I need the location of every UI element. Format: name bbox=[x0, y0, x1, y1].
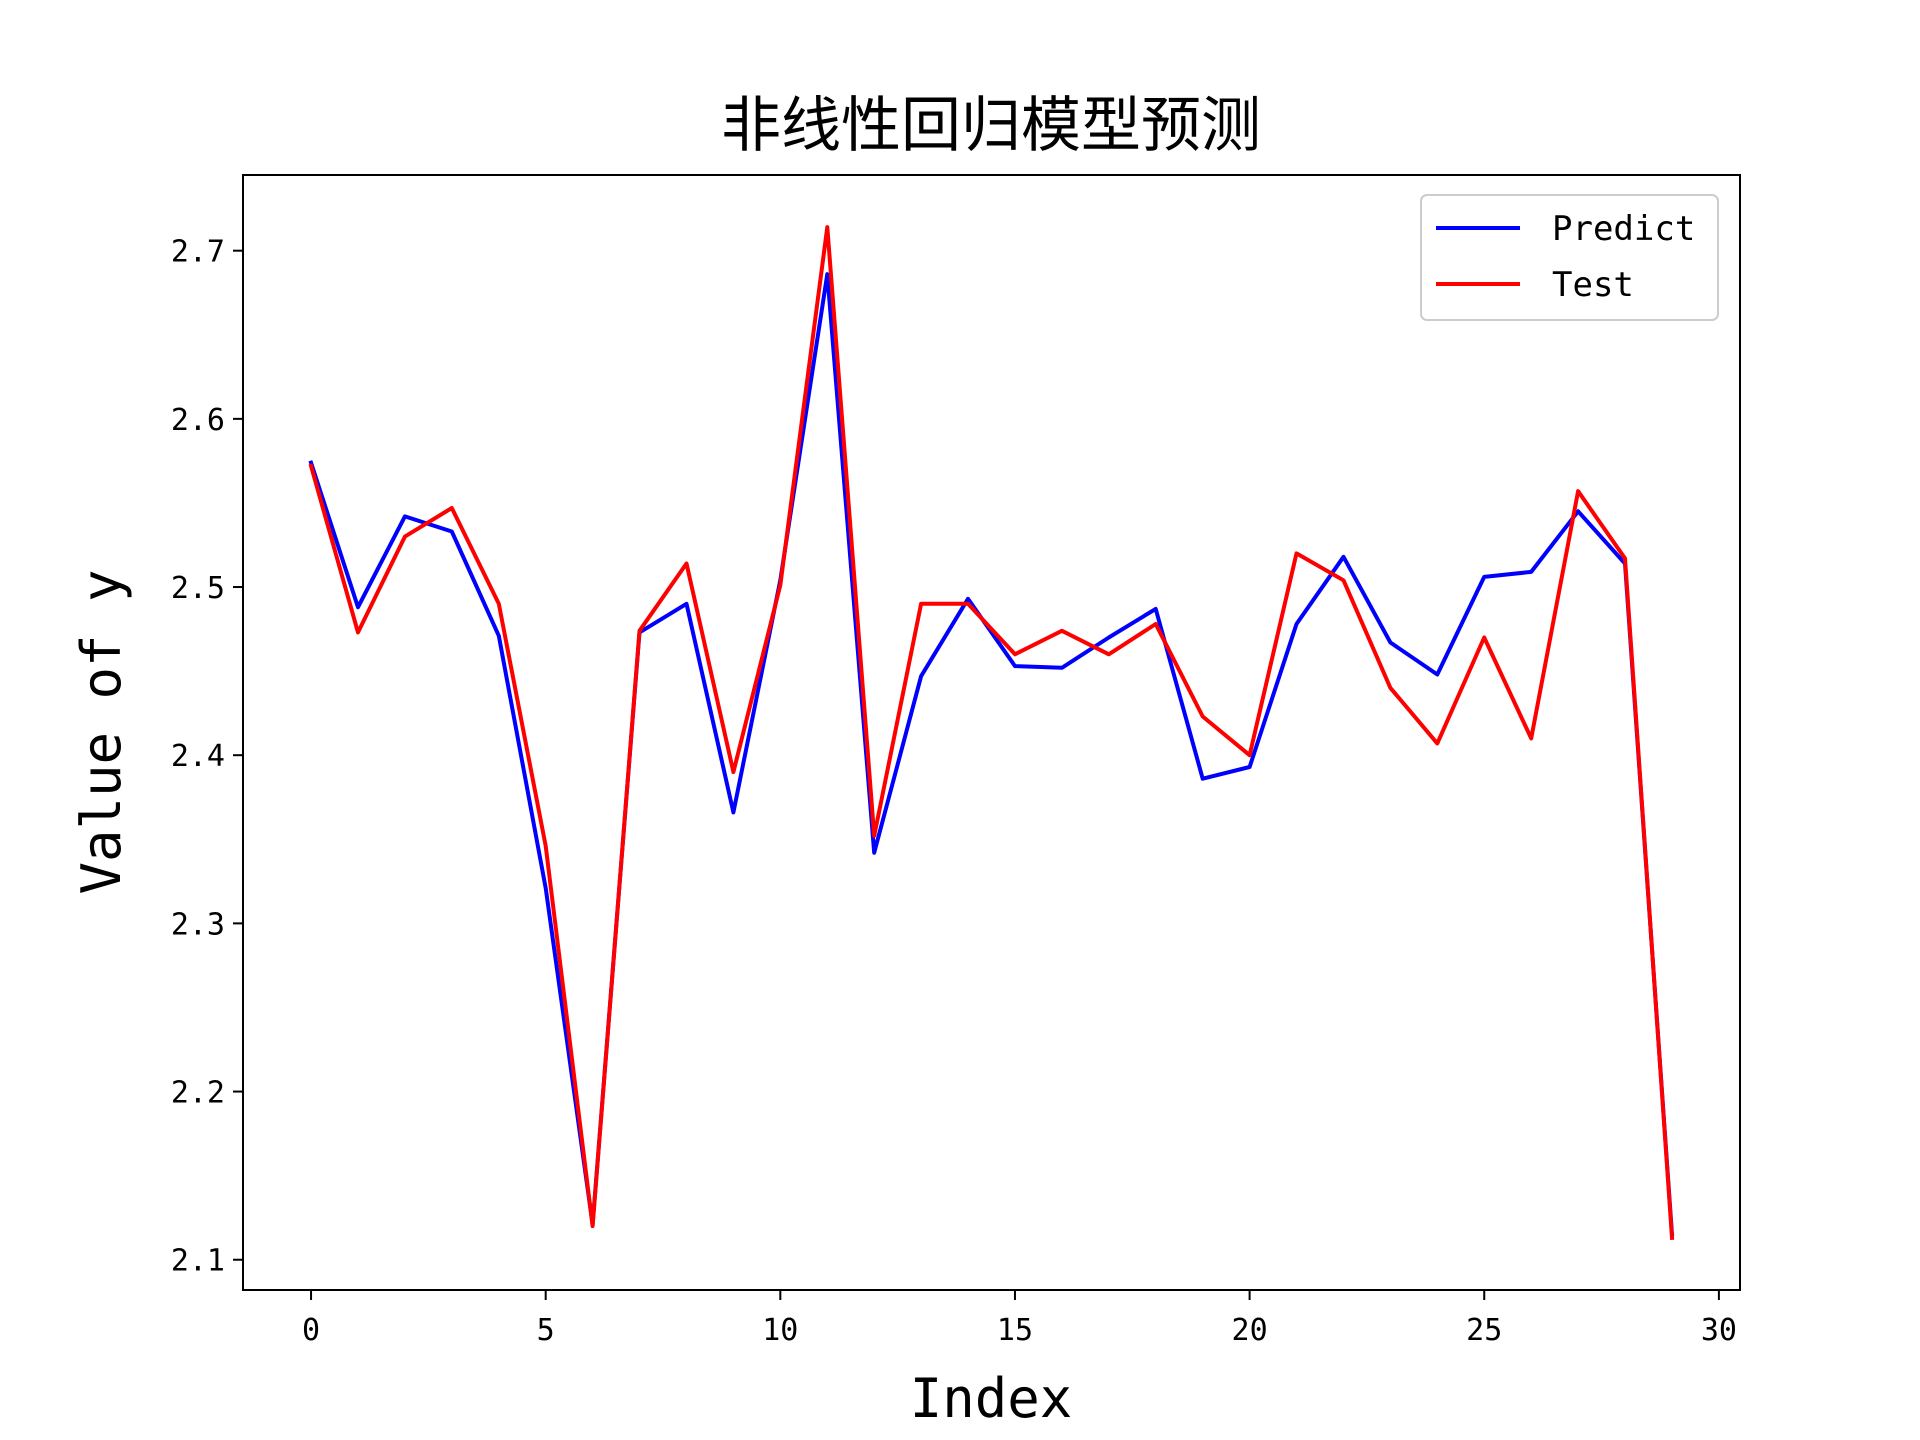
y-tick-label: 2.7 bbox=[171, 235, 225, 270]
legend-label-test: Test bbox=[1552, 265, 1634, 305]
series-layer bbox=[308, 225, 1675, 1241]
chart-title: 非线性回归模型预测 bbox=[721, 91, 1261, 161]
legend: Predict Test bbox=[1420, 194, 1719, 321]
x-tick-label: 25 bbox=[1466, 1313, 1502, 1348]
x-axis: 0 5 10 15 20 25 30 bbox=[302, 1290, 1737, 1348]
y-tick-label: 2.2 bbox=[171, 1076, 225, 1111]
plot-frame bbox=[242, 174, 1741, 1291]
y-axis-title: Value of y bbox=[70, 569, 133, 894]
x-axis-title: Index bbox=[910, 1367, 1073, 1430]
x-tick-label: 5 bbox=[537, 1313, 555, 1348]
y-tick-label: 2.1 bbox=[171, 1244, 225, 1279]
series-line-predict bbox=[308, 272, 1675, 1237]
y-tick-label: 2.5 bbox=[171, 571, 225, 606]
y-tick-label: 2.4 bbox=[171, 739, 225, 774]
series-line-test bbox=[308, 225, 1675, 1241]
x-tick-label: 30 bbox=[1701, 1313, 1737, 1348]
y-tick-label: 2.6 bbox=[171, 403, 225, 438]
x-tick-label: 20 bbox=[1232, 1313, 1268, 1348]
legend-label-predict: Predict bbox=[1552, 209, 1695, 249]
x-tick-label: 0 bbox=[302, 1313, 320, 1348]
x-tick-label: 10 bbox=[762, 1313, 798, 1348]
y-axis: 2.1 2.2 2.3 2.4 2.5 2.6 2.7 bbox=[171, 235, 243, 1279]
x-tick-label: 15 bbox=[997, 1313, 1033, 1348]
y-tick-label: 2.3 bbox=[171, 907, 225, 942]
